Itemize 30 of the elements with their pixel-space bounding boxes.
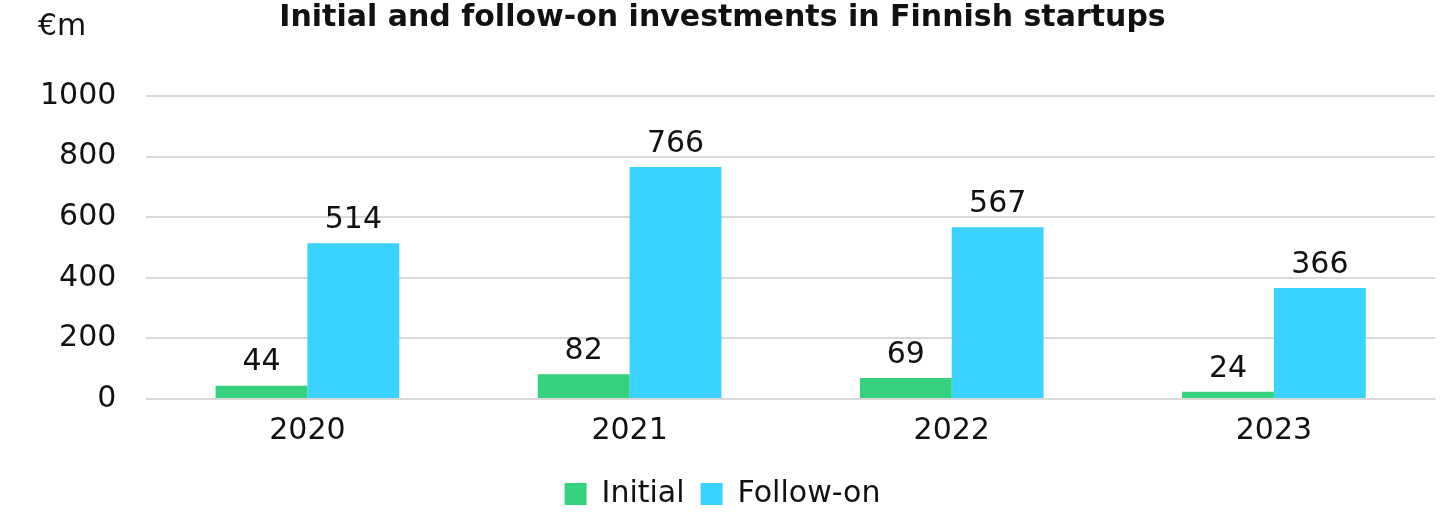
data-label: 567: [969, 184, 1027, 219]
bar: [629, 166, 722, 398]
bar: [307, 243, 400, 398]
bar: [951, 227, 1044, 398]
x-tick-label: 2023: [1235, 410, 1313, 446]
y-tick-label: 400: [59, 257, 117, 293]
x-tick-label: 2021: [591, 410, 668, 446]
bar: [215, 385, 308, 398]
x-tick-label: 2020: [269, 410, 346, 446]
y-tick-label: 600: [59, 197, 117, 232]
y-tick-label: 0: [97, 378, 117, 414]
bar: [1273, 288, 1366, 398]
bar: [1182, 391, 1274, 398]
data-label: 82: [564, 330, 603, 366]
y-tick-label: 200: [59, 318, 117, 354]
y-tick-label: 1000: [39, 75, 117, 111]
legend-label: Follow-on: [737, 473, 881, 509]
y-tick-label: 800: [59, 136, 117, 172]
bar: [859, 378, 952, 398]
data-label: 24: [1208, 348, 1248, 384]
data-label: 366: [1291, 244, 1349, 280]
chart-title: Initial and follow-on investments in Finnish startups: [279, 0, 1166, 33]
data-label: 69: [886, 334, 925, 370]
bar: [537, 374, 630, 398]
data-label: 44: [242, 342, 281, 378]
data-label: 514: [324, 200, 382, 236]
data-label: 766: [646, 123, 705, 159]
legend-label: Initial: [601, 473, 685, 509]
x-tick-label: 2022: [913, 410, 990, 446]
y-axis-title: €m: [38, 6, 87, 42]
